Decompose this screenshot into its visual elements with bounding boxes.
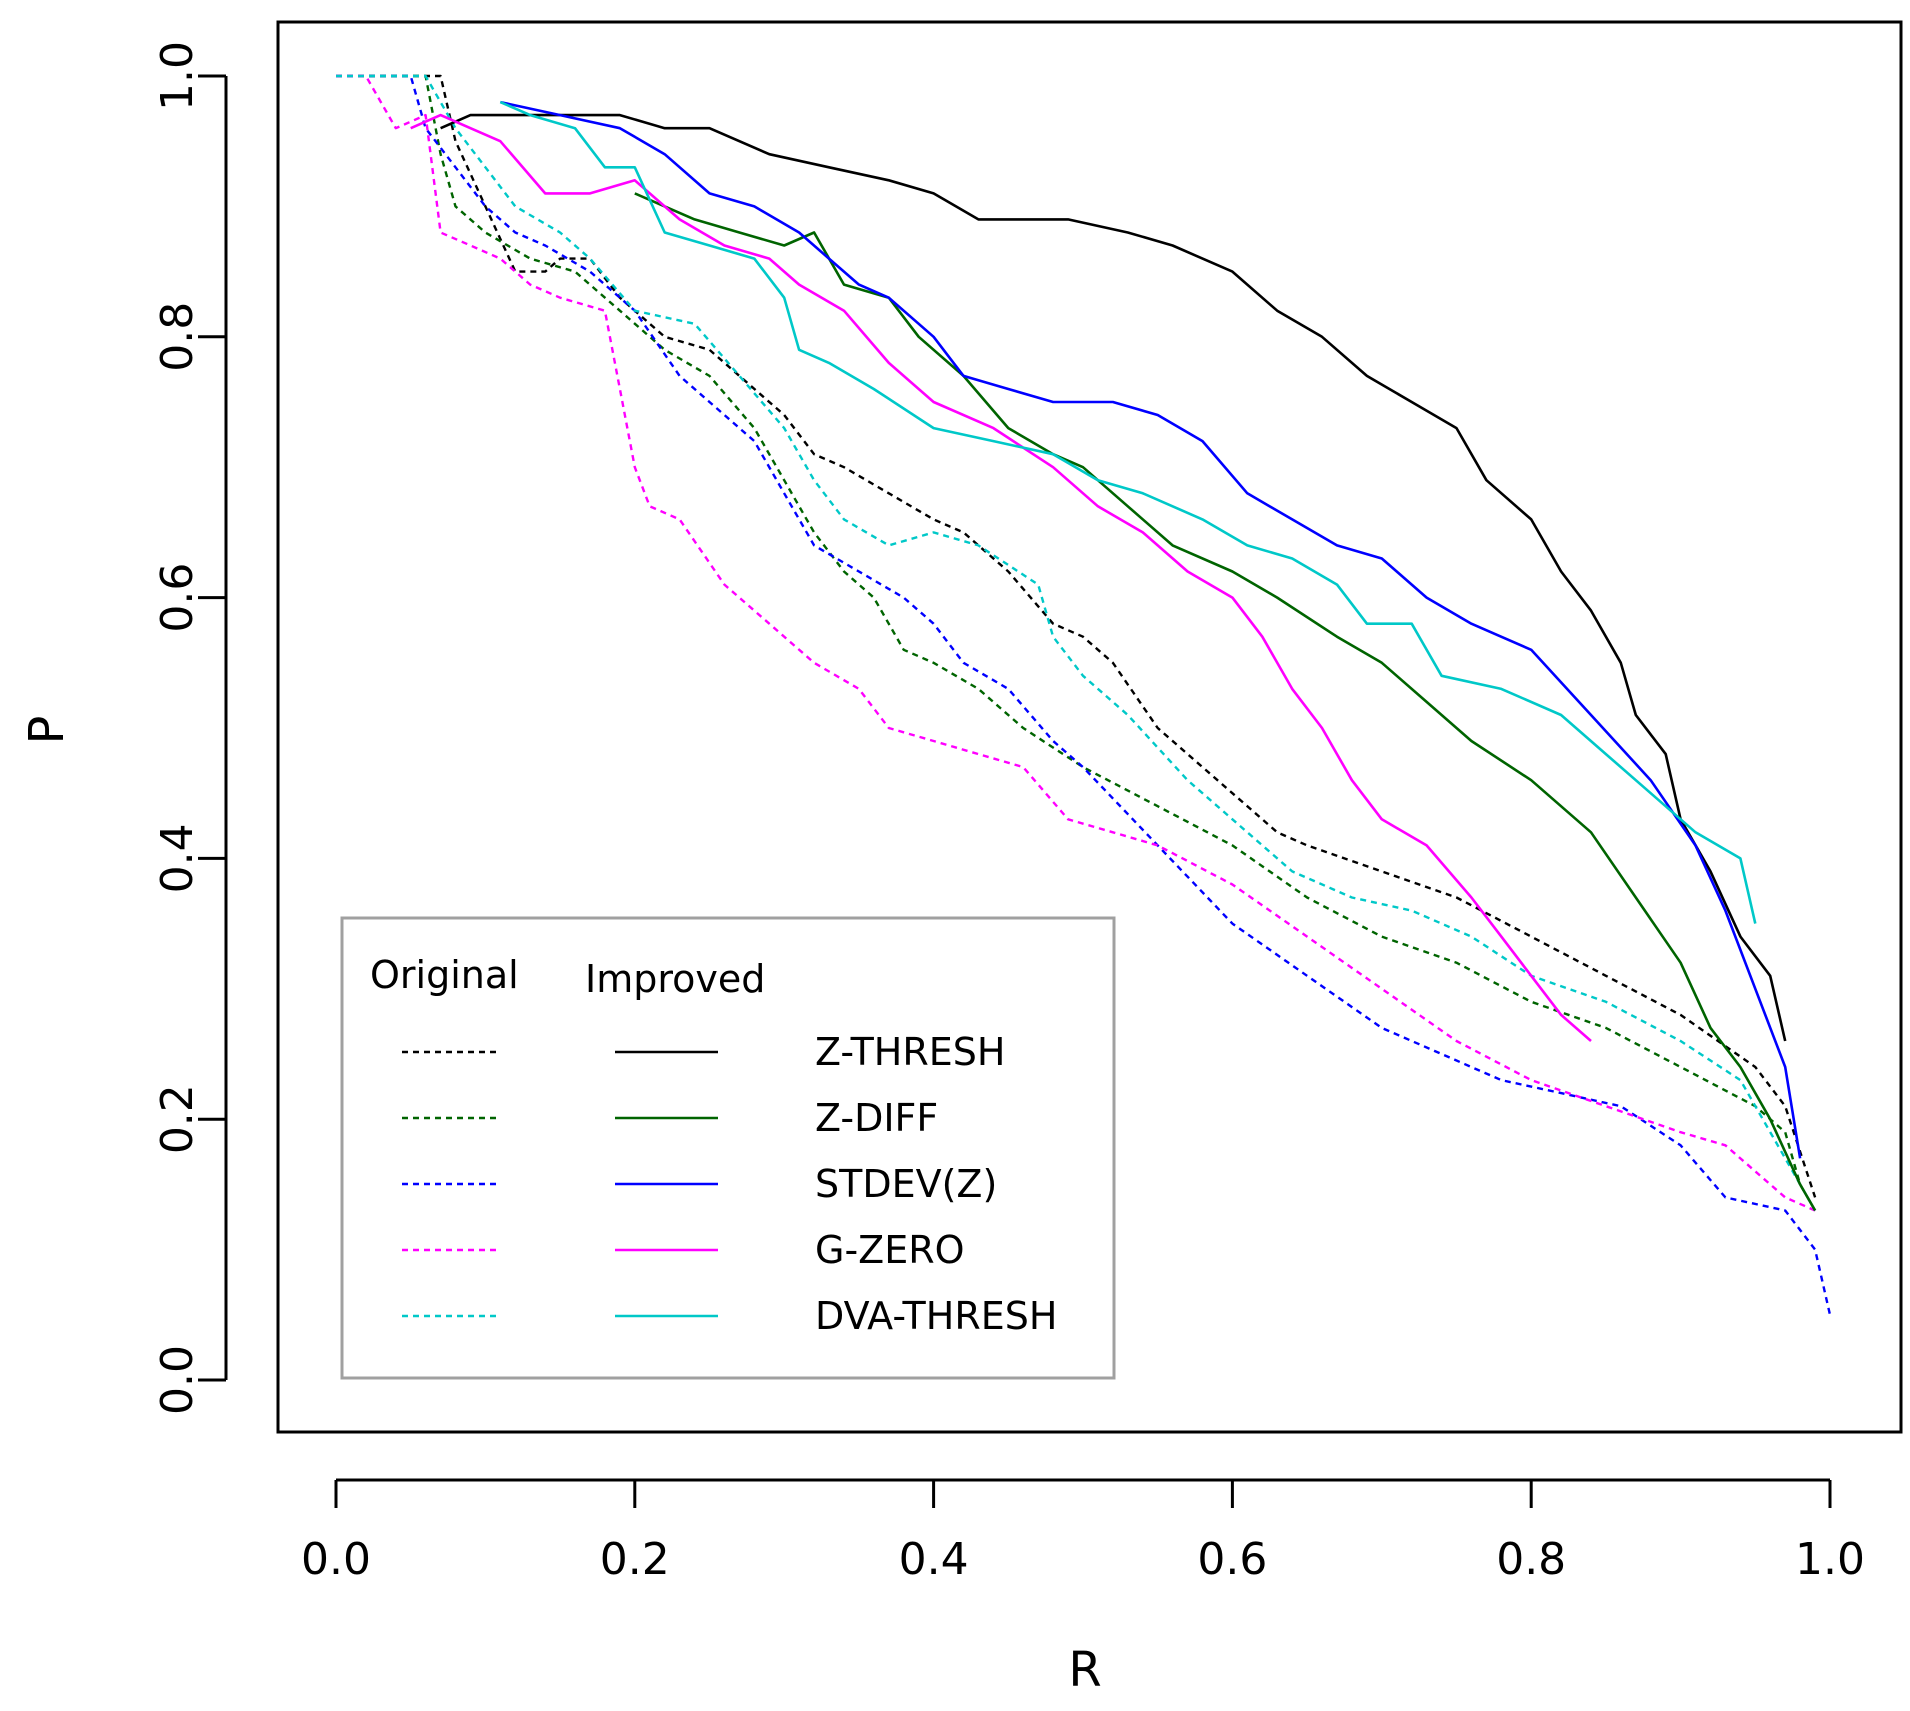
series-line-z-diff-improved bbox=[634, 192, 1817, 1212]
y-tick-label: 0.4 bbox=[152, 823, 203, 893]
y-tick-label: 1.0 bbox=[152, 41, 203, 111]
series-line-dva-thresh-original bbox=[336, 74, 1817, 1212]
legend-label: STDEV(Z) bbox=[815, 1162, 997, 1206]
y-axis-label: P bbox=[19, 716, 75, 745]
legend-box bbox=[340, 916, 1116, 1380]
plot-frame bbox=[276, 20, 1903, 1434]
legend-label: Z-DIFF bbox=[815, 1096, 938, 1140]
x-tick-label: 0.8 bbox=[1496, 1534, 1566, 1585]
series-lines bbox=[336, 74, 1832, 1316]
y-tick-label: 0.8 bbox=[152, 302, 203, 372]
y-tick-label: 0.2 bbox=[152, 1084, 203, 1154]
x-tick-label: 0.2 bbox=[600, 1534, 670, 1585]
legend-header-original: Original bbox=[370, 953, 519, 997]
series-line-stdev-z-improved bbox=[500, 100, 1802, 1159]
x-tick-label: 0.0 bbox=[301, 1534, 371, 1585]
axes: 0.0 0.2 0.4 0.6 0.8 1.0 0.0 0.2 0.4 0.6 0.8 1.0 bbox=[152, 41, 1865, 1585]
y-tick-label: 0.0 bbox=[152, 1345, 203, 1415]
legend-label: G-ZERO bbox=[815, 1228, 965, 1272]
series-line-z-thresh-improved bbox=[440, 113, 1787, 1042]
series-line-stdev-z-original bbox=[336, 74, 1832, 1316]
legend-header-improved: Improved bbox=[585, 957, 765, 1001]
series-line-g-zero-improved bbox=[410, 113, 1592, 1042]
series-line-g-zero-original bbox=[336, 74, 1816, 1212]
legend-label: Z-THRESH bbox=[815, 1030, 1005, 1074]
x-tick-label: 0.6 bbox=[1197, 1534, 1267, 1585]
series-line-z-diff-original bbox=[336, 74, 1817, 1212]
x-axis-label: R bbox=[1068, 1642, 1101, 1698]
y-tick-label: 0.6 bbox=[152, 563, 203, 633]
x-tick-label: 0.4 bbox=[899, 1534, 969, 1585]
legend-rows: Z-THRESH Z-DIFF STDEV(Z) G-ZERO DVA-THRESH bbox=[402, 1030, 1057, 1338]
legend: Original Improved Z-THRESH Z-DIFF STDEV(Z)… bbox=[340, 916, 1116, 1380]
legend-label: DVA-THRESH bbox=[815, 1294, 1057, 1338]
x-tick-label: 1.0 bbox=[1795, 1534, 1865, 1585]
series-line-dva-thresh-improved bbox=[499, 100, 1757, 924]
